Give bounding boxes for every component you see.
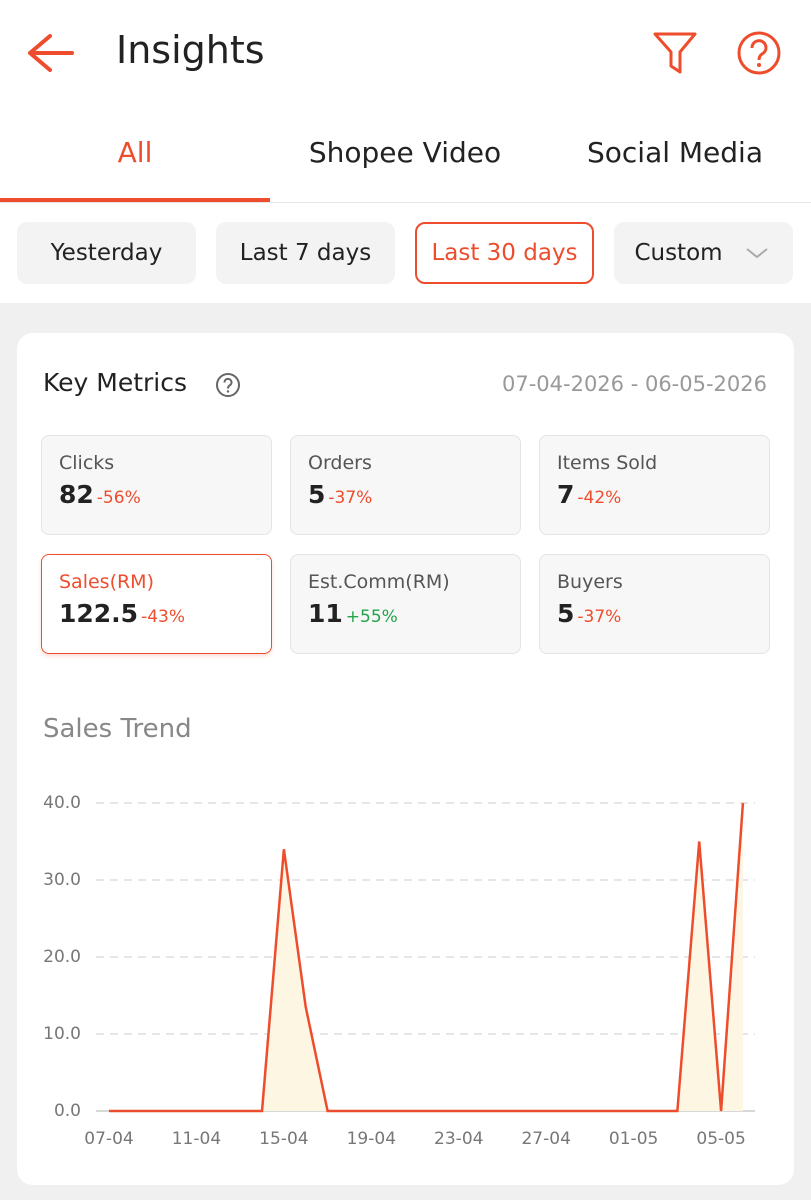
chart-title: Sales Trend	[43, 714, 192, 744]
metric-value: 5	[308, 480, 326, 509]
metric-label: Clicks	[59, 452, 115, 474]
metric-value: 82	[59, 480, 94, 509]
x-tick-label: 23-04	[434, 1129, 483, 1149]
x-tick-label: 07-04	[84, 1129, 133, 1149]
metric-card[interactable]: Clicks 82 -56%	[41, 435, 272, 535]
x-tick-label: 15-04	[259, 1129, 308, 1149]
filter-label: Custom	[634, 240, 723, 266]
metric-value-row: 5 -37%	[557, 599, 769, 628]
date-range: 07-04-2026 - 06-05-2026	[501, 372, 767, 396]
x-tick-label: 27-04	[521, 1129, 570, 1149]
divider	[0, 202, 811, 203]
metric-value: 122.5	[59, 599, 139, 628]
metric-label: Sales(RM)	[59, 571, 154, 593]
metric-value-row: 122.5 -43%	[59, 599, 271, 628]
metric-card[interactable]: Sales(RM) 122.5 -43%	[41, 554, 272, 654]
metric-value-row: 7 -42%	[557, 480, 769, 509]
metric-value: 7	[557, 480, 575, 509]
tab-indicator	[0, 198, 270, 202]
info-icon[interactable]	[215, 372, 241, 398]
metric-change: -42%	[577, 488, 622, 508]
y-tick-label: 30.0	[43, 870, 81, 890]
help-icon[interactable]	[736, 30, 782, 76]
metric-change: +55%	[345, 607, 398, 627]
page-title: Insights	[116, 28, 265, 72]
x-tick-label: 05-05	[696, 1129, 745, 1149]
metric-value-row: 11 +55%	[308, 599, 520, 628]
metric-value: 11	[308, 599, 343, 628]
line	[109, 802, 745, 1113]
metric-label: Buyers	[557, 571, 623, 593]
metric-card[interactable]: Buyers 5 -37%	[539, 554, 770, 654]
section-title: Key Metrics	[43, 368, 188, 397]
metric-card[interactable]: Items Sold 7 -42%	[539, 435, 770, 535]
date-filter[interactable]: Yesterday	[17, 222, 196, 284]
metric-label: Orders	[308, 452, 372, 474]
metric-label: Items Sold	[557, 452, 658, 474]
y-tick-label: 40.0	[43, 793, 81, 813]
filter-icon[interactable]	[652, 30, 698, 76]
metric-change: -56%	[96, 488, 141, 508]
metric-change: -43%	[141, 607, 185, 627]
metric-change: -37%	[328, 488, 373, 508]
y-tick-label: 0.0	[54, 1101, 81, 1121]
y-tick-label: 10.0	[43, 1024, 81, 1044]
tab[interactable]: Shopee Video	[308, 136, 502, 169]
metric-value-row: 5 -37%	[308, 480, 520, 509]
filter-label: Last 7 days	[239, 240, 372, 266]
x-tick-label: 19-04	[347, 1129, 396, 1149]
date-filter[interactable]: Custom	[614, 222, 793, 284]
date-filter[interactable]: Last 30 days	[415, 222, 594, 284]
filter-label: Yesterday	[50, 240, 163, 266]
chart: 0.0 10.0 20.0 30.0 40.0 07-04 11-04 15-04 19-04 2…	[43, 793, 755, 1149]
date-filter[interactable]: Last 7 days	[216, 222, 395, 284]
x-tick-label: 01-05	[609, 1129, 658, 1149]
metric-change: -37%	[577, 607, 622, 627]
metric-card[interactable]: Orders 5 -37%	[290, 435, 521, 535]
dropdown-icon	[745, 248, 768, 259]
metric-value-row: 82 -56%	[59, 480, 271, 509]
back-button[interactable]	[26, 32, 74, 74]
x-tick-label: 11-04	[172, 1129, 221, 1149]
metric-card[interactable]: Est.Comm(RM) 11 +55%	[290, 554, 521, 654]
tab[interactable]: Social Media	[586, 136, 763, 169]
y-tick-label: 20.0	[43, 947, 81, 967]
tab[interactable]: All	[117, 136, 153, 169]
metric-value: 5	[557, 599, 575, 628]
metric-label: Est.Comm(RM)	[308, 571, 450, 593]
filter-label: Last 30 days	[431, 240, 578, 266]
